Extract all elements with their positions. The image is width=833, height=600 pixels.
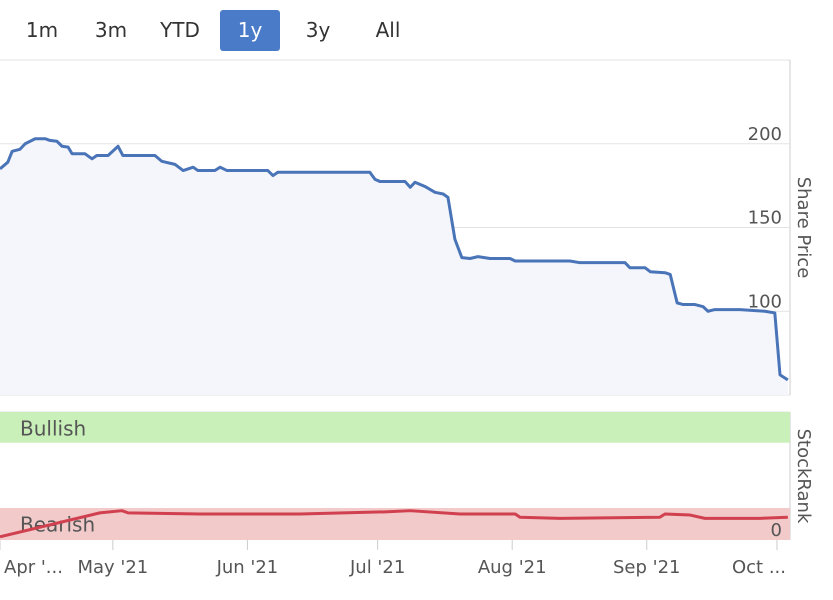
x-tick-label: Sep '21 (613, 557, 681, 578)
line (0, 509, 788, 539)
x-tick-label: Apr '... (4, 557, 63, 578)
band (0, 412, 790, 443)
x-tick-label: Aug '21 (478, 557, 547, 578)
x-tick-label: May '21 (77, 557, 148, 578)
x-tick-label: Jul '21 (349, 557, 405, 578)
range-button[interactable]: 1m (25, 18, 59, 42)
y-tick-label: 0 (771, 520, 782, 541)
y-tick-label: 100 (748, 291, 782, 312)
range-button[interactable]: 3y (305, 18, 331, 42)
y-tick-label: 150 (748, 208, 782, 229)
range-button[interactable]: 3m (94, 18, 128, 42)
band-label: Bullish (20, 417, 86, 441)
x-tick-label: Jun '21 (216, 557, 279, 578)
x-tick-label: Oct ... (732, 557, 786, 578)
y-axis-title: StockRank (793, 429, 814, 524)
range-button[interactable]: YTD (160, 18, 200, 42)
area (0, 138, 788, 395)
y-tick-label: 200 (748, 124, 782, 145)
range-button[interactable]: All (375, 18, 401, 42)
y-axis-title: Share Price (793, 177, 814, 279)
line (0, 137, 789, 382)
range-button[interactable]: 1y (220, 10, 280, 51)
range-buttons: 1m 3m YTD 1y 3y All (0, 10, 833, 51)
